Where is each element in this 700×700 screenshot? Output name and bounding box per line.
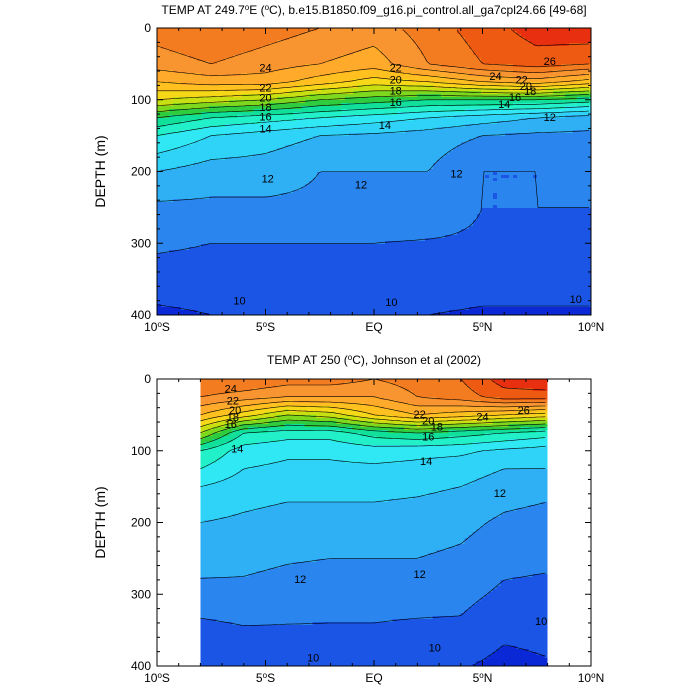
- contour-label: 16: [509, 92, 521, 104]
- contour-label: 24: [259, 63, 271, 75]
- contour-label: 24: [476, 411, 488, 423]
- y-tick-label: 100: [131, 444, 151, 458]
- contour-label: 16: [390, 97, 402, 109]
- x-tick-label: 10oN: [578, 320, 604, 335]
- contour-label: 16: [422, 431, 434, 443]
- contour-label: 10: [429, 642, 441, 654]
- contour-label: 10: [385, 297, 397, 309]
- contour-label: 10: [233, 296, 245, 308]
- y-tick-label: 200: [131, 165, 151, 179]
- x-tick-label: 5oS: [256, 320, 275, 335]
- contour-label: 12: [544, 112, 556, 124]
- contour-label: 12: [494, 488, 506, 500]
- y-tick-label: 0: [144, 21, 151, 35]
- model-temperature-panel: TEMP AT 249.7oE (oC), b.e15.B1850.f09_g1…: [92, 3, 604, 335]
- contour-label: 12: [450, 169, 462, 181]
- y-tick-label: 300: [131, 587, 151, 601]
- contour-label: 14: [498, 99, 510, 111]
- contour-label: 12: [294, 574, 306, 586]
- y-tick-label: 0: [144, 372, 151, 386]
- contour-label: 12: [413, 569, 425, 581]
- observed-temperature-panel: TEMP AT 250 (oC), Johnson et al (2002) 24…: [92, 353, 604, 686]
- x-tick-label: 5oN: [473, 671, 493, 686]
- x-tick-label: EQ: [365, 320, 382, 334]
- contour-label: 18: [390, 85, 402, 97]
- y-tick-label: 300: [131, 236, 151, 250]
- x-tick-label: 5oN: [473, 320, 493, 335]
- contour-label: 14: [231, 444, 243, 456]
- y-tick-label: 100: [131, 93, 151, 107]
- contour-label: 12: [355, 179, 367, 191]
- contour-label: 10: [570, 294, 582, 306]
- contour-label: 14: [259, 123, 271, 135]
- y-tick-label: 200: [131, 516, 151, 530]
- contour-label: 24: [489, 71, 501, 83]
- chart-title: TEMP AT 249.7oE (oC), b.e15.B1850.f09_g1…: [161, 3, 586, 18]
- x-tick-label: 5oS: [256, 671, 275, 686]
- y-tick-label: 400: [131, 308, 151, 322]
- contour-label: 10: [307, 652, 319, 664]
- chart-title: TEMP AT 250 (oC), Johnson et al (2002): [267, 353, 481, 368]
- contour-label: 24: [225, 383, 237, 395]
- contour-label: 12: [262, 174, 274, 186]
- contour-label: 14: [379, 120, 391, 132]
- contour-label: 26: [518, 405, 530, 417]
- x-tick-label: 10oN: [578, 671, 604, 686]
- y-axis-title: DEPTH (m): [92, 486, 108, 558]
- contour-label: 16: [225, 419, 237, 431]
- contour-label: 14: [420, 456, 432, 468]
- contour-label: 18: [524, 86, 536, 98]
- y-tick-label: 400: [131, 659, 151, 673]
- contour-label: 26: [544, 56, 556, 68]
- contour-label: 16: [259, 111, 271, 123]
- y-axis-title: DEPTH (m): [92, 135, 108, 207]
- x-tick-label: EQ: [365, 671, 382, 685]
- contour-label: 22: [390, 63, 402, 75]
- contour-label: 10: [535, 616, 547, 628]
